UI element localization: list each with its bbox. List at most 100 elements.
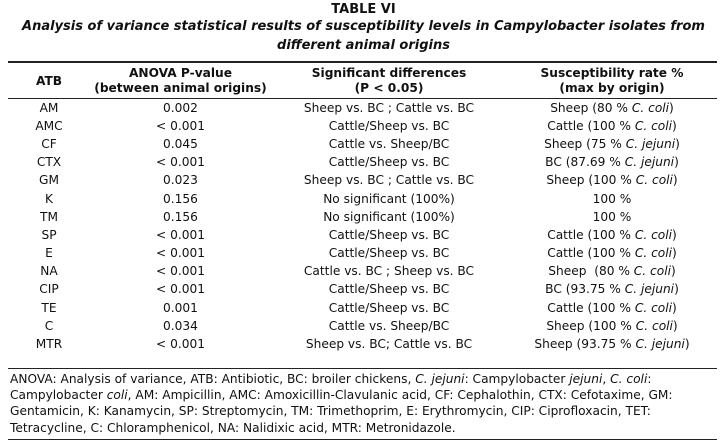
cell-susceptibility-rate: BC (93.75 % C. jejuni) bbox=[507, 281, 717, 299]
cell-atb: AM bbox=[39, 100, 59, 115]
footnote-segment: : Campylobacter bbox=[464, 372, 570, 386]
table-row: GM 0.023 Sheep vs. BC ; Cattle vs. BC Sheep… bbox=[8, 172, 717, 190]
rate-value: Sheep (100 % bbox=[546, 318, 636, 333]
cell-atb: CIP bbox=[39, 282, 59, 297]
table-body: AM 0.002 Sheep vs. BC ; Cattle vs. BC Sheep… bbox=[8, 99, 717, 356]
table-row: CIP < 0.001 Cattle/Sheep vs. BC BC (93.75 %… bbox=[8, 281, 717, 299]
cell-significant-differences: No significant (100%) bbox=[323, 191, 455, 206]
cell-significant-differences: Cattle/Sheep vs. BC bbox=[328, 227, 450, 242]
cell-susceptibility-rate: 100 % bbox=[507, 208, 717, 226]
table-row: SP < 0.001 Cattle/Sheep vs. BC Cattle (100 … bbox=[8, 226, 717, 244]
rate-species: C. coli bbox=[635, 173, 673, 188]
table-title: TABLE VI bbox=[331, 2, 396, 17]
rate-close-paren: ) bbox=[672, 118, 677, 133]
table-row: TE 0.001 Cattle/Sheep vs. BC Cattle (100 % … bbox=[8, 299, 717, 317]
header-susceptibility-rate: Susceptibility rate % (max by origin) bbox=[507, 61, 717, 99]
cell-atb: TM bbox=[40, 209, 58, 224]
rate-close-paren: ) bbox=[672, 227, 677, 242]
rate-value: Cattle (100 % bbox=[547, 246, 635, 261]
cell-atb: E bbox=[45, 246, 53, 261]
cell-anova-p-value: 0.023 bbox=[163, 173, 198, 188]
results-table-container: ATB ANOVA P-value (between animal origin… bbox=[8, 61, 717, 356]
cell-significant-differences: Sheep vs. BC ; Cattle vs. BC bbox=[303, 100, 475, 115]
rate-species: C. coli bbox=[634, 118, 673, 133]
rate-species: C. coli bbox=[634, 300, 673, 315]
cell-significant-differences: No significant (100%) bbox=[323, 209, 455, 224]
cell-significant-differences: Cattle/Sheep vs. BC bbox=[328, 118, 450, 133]
cell-susceptibility-rate: Cattle (100 % C. coli) bbox=[507, 245, 717, 263]
rate-value: Sheep (75 % bbox=[544, 136, 626, 151]
footnote-segment: jejuni bbox=[569, 372, 603, 386]
cell-atb: SP bbox=[41, 227, 57, 242]
rate-value: Cattle (100 % bbox=[547, 227, 635, 242]
rate-close-paren: ) bbox=[674, 155, 679, 170]
cell-anova-p-value: < 0.001 bbox=[156, 118, 205, 133]
rate-value: Sheep (80 % bbox=[550, 100, 632, 115]
table-row: K 0.156 No significant (100%) 100 % bbox=[8, 190, 717, 208]
cell-atb: MTR bbox=[35, 337, 63, 352]
cell-significant-differences: Sheep vs. BC; Cattle vs. BC bbox=[305, 337, 473, 352]
rate-close-paren: ) bbox=[672, 173, 678, 188]
cell-anova-p-value: 0.156 bbox=[163, 209, 198, 224]
cell-significant-differences: Cattle/Sheep vs. BC bbox=[328, 155, 450, 170]
rate-species: C. coli bbox=[631, 100, 670, 115]
rate-close-paren: ) bbox=[672, 300, 677, 315]
cell-susceptibility-rate: Sheep (80 % C. coli) bbox=[507, 263, 717, 281]
footnote-segment: coli bbox=[106, 388, 128, 403]
results-table: ATB ANOVA P-value (between animal origin… bbox=[8, 61, 717, 356]
cell-atb: AMC bbox=[35, 118, 63, 133]
footnote-segment: , AM: Ampicillin, AMC: Amoxicillin-Clavu… bbox=[10, 388, 673, 435]
cell-significant-differences: Cattle/Sheep vs. BC bbox=[328, 282, 450, 297]
footnote-segment: C. jejuni bbox=[415, 372, 465, 386]
cell-atb: C bbox=[44, 318, 54, 333]
rate-value: BC (87.69 % bbox=[545, 155, 625, 170]
table-row: AM 0.002 Sheep vs. BC ; Cattle vs. BC Sheep… bbox=[8, 99, 717, 118]
cell-anova-p-value: < 0.001 bbox=[156, 227, 205, 242]
cell-atb: CF bbox=[41, 136, 57, 151]
header-row: ATB ANOVA P-value (between animal origin… bbox=[8, 61, 717, 99]
rate-close-paren: ) bbox=[675, 136, 680, 151]
cell-susceptibility-rate: BC (87.69 % C. jejuni) bbox=[507, 154, 717, 172]
rate-value: Sheep (93.75 % bbox=[534, 337, 636, 352]
rate-value: Sheep (100 % bbox=[546, 173, 636, 188]
cell-susceptibility-rate: Cattle (100 % C. coli) bbox=[507, 299, 717, 317]
rate-value: BC (93.75 % bbox=[545, 282, 625, 297]
rate-species: C. jejuni bbox=[624, 282, 675, 297]
footnote-segment: C. coli bbox=[610, 372, 648, 386]
rate-species: C. coli bbox=[635, 318, 673, 333]
cell-significant-differences: Cattle/Sheep vs. BC bbox=[328, 246, 450, 261]
table-row: NA < 0.001 Cattle vs. BC ; Sheep vs. BC She… bbox=[8, 263, 717, 281]
rate-species: C. coli bbox=[634, 227, 673, 242]
cell-atb: TE bbox=[41, 300, 57, 315]
rate-species: C. jejuni bbox=[624, 155, 675, 170]
cell-susceptibility-rate: 100 % bbox=[507, 190, 717, 208]
cell-significant-differences: Cattle vs. Sheep/BC bbox=[328, 136, 450, 151]
cell-susceptibility-rate: Sheep (100 % C. coli) bbox=[507, 317, 717, 335]
cell-anova-p-value: 0.002 bbox=[163, 100, 198, 115]
table-row: AMC < 0.001 Cattle/Sheep vs. BC Cattle (100… bbox=[8, 117, 717, 135]
cell-susceptibility-rate: Sheep (75 % C. jejuni) bbox=[507, 135, 717, 153]
header-atb: ATB bbox=[8, 61, 90, 99]
cell-atb: CTX bbox=[36, 155, 62, 170]
cell-anova-p-value: < 0.001 bbox=[156, 246, 205, 261]
cell-atb: GM bbox=[39, 173, 59, 188]
rate-species: C. jejuni bbox=[625, 136, 676, 151]
rate-close-paren: ) bbox=[674, 282, 679, 297]
cell-significant-differences: Cattle vs. BC ; Sheep vs. BC bbox=[303, 264, 475, 279]
cell-atb: NA bbox=[40, 264, 58, 279]
cell-susceptibility-rate: Sheep (80 % C. coli) bbox=[507, 99, 717, 118]
cell-atb: K bbox=[45, 191, 53, 206]
cell-susceptibility-rate: Sheep (93.75 % C. jejuni) bbox=[507, 335, 717, 355]
cell-significant-differences: Cattle vs. Sheep/BC bbox=[328, 318, 450, 333]
cell-anova-p-value: < 0.001 bbox=[156, 264, 205, 279]
header-anova-p-value: ANOVA P-value (between animal origins) bbox=[90, 61, 271, 99]
rate-close-paren: ) bbox=[672, 246, 677, 261]
rate-species: C. coli bbox=[634, 246, 673, 261]
cell-significant-differences: Sheep vs. BC ; Cattle vs. BC bbox=[303, 173, 475, 188]
cell-susceptibility-rate: Sheep (100 % C. coli) bbox=[507, 172, 717, 190]
rate-close-paren: ) bbox=[670, 264, 676, 279]
rate-close-paren: ) bbox=[672, 318, 678, 333]
footnote-segment: ANOVA: Analysis of variance, ATB: Antibi… bbox=[10, 372, 416, 386]
footnote-segment: , bbox=[602, 372, 611, 386]
